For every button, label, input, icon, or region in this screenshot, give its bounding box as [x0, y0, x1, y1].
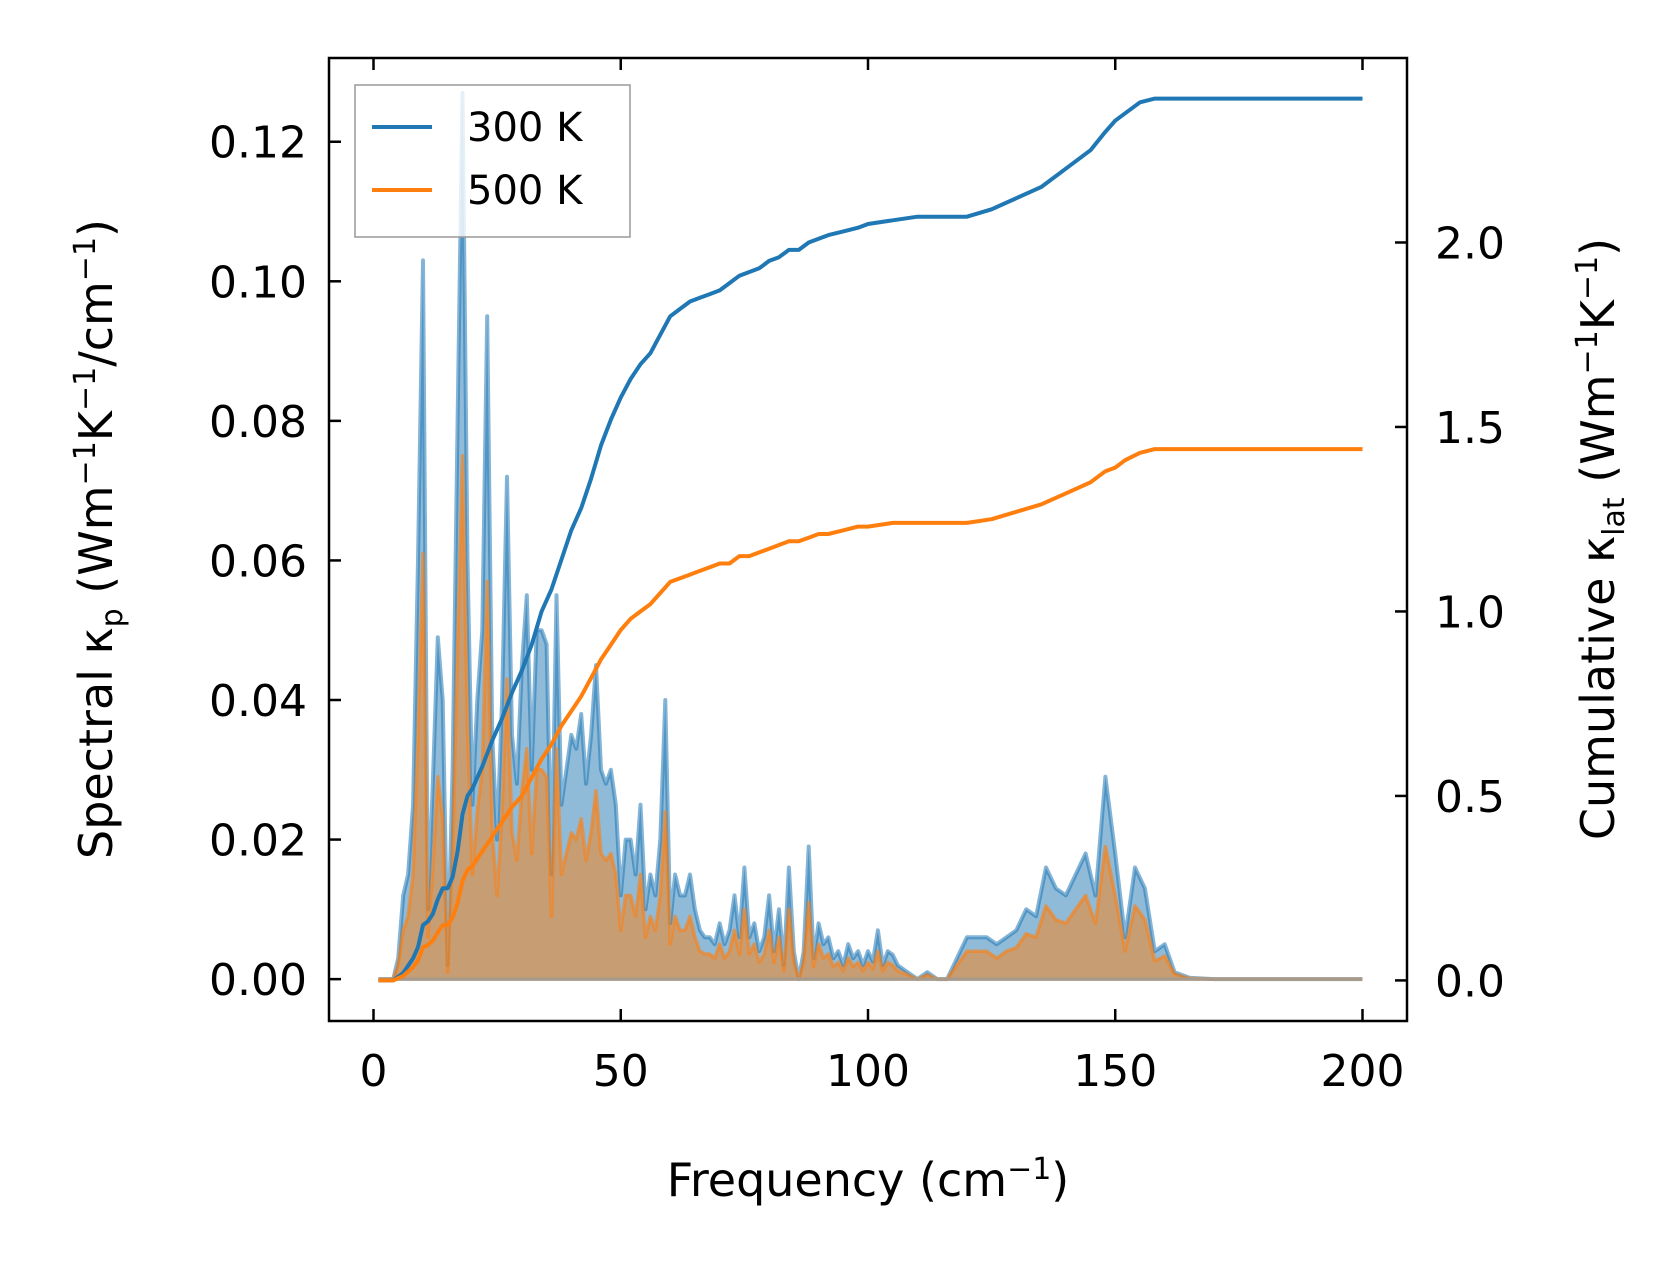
y-tick-label-left: 0.10: [209, 257, 307, 308]
data-lines: [378, 96, 1363, 983]
spectral-fill-500k: [378, 455, 1363, 980]
y-tick-label-right: 1.0: [1435, 587, 1505, 638]
ticks: [329, 58, 1407, 1021]
spectral-fills: [378, 90, 1363, 982]
legend-box: [354, 84, 631, 238]
y-tick-label-left: 0.08: [209, 397, 307, 448]
legend-label-500k: 500 K: [467, 168, 584, 214]
legend: 300 K 500 K: [354, 84, 631, 238]
y-tick-label-right: 2.0: [1435, 218, 1505, 269]
tick-labels: 0 50 100 150 200 0.00 0.02 0.04 0.06 0.08 0.10 0.12…: [209, 118, 1505, 1097]
y-tick-label-left: 0.04: [209, 676, 307, 727]
x-tick-label: 100: [826, 1046, 910, 1097]
y-axis-title-left: Spectral κp (Wm−1K−1/cm−1): [68, 219, 130, 859]
y-tick-label-right: 0.0: [1435, 956, 1505, 1007]
cumulative-line-300k: [378, 96, 1363, 983]
y-tick-label-right: 1.5: [1435, 403, 1505, 454]
y-axis-title-right: Cumulative κlat (Wm−1K−1): [1570, 238, 1632, 840]
y-tick-label-left: 0.00: [209, 955, 307, 1006]
x-tick-label: 200: [1321, 1046, 1405, 1097]
x-axis-title: Frequency (cm−1): [667, 1152, 1070, 1207]
y-tick-label-left: 0.06: [209, 536, 307, 587]
cumulative-line-500k: [378, 447, 1363, 983]
spectral-line-500k: [378, 454, 1363, 981]
y-tick-label-left: 0.12: [209, 118, 307, 169]
x-tick-label: 150: [1073, 1046, 1157, 1097]
spectral-line-300k: [378, 90, 1363, 982]
x-tick-label: 0: [360, 1046, 388, 1097]
y-tick-label-right: 0.5: [1435, 772, 1505, 823]
legend-label-300k: 300 K: [467, 105, 584, 151]
x-tick-label: 50: [593, 1046, 649, 1097]
y-tick-label-left: 0.02: [209, 816, 307, 867]
